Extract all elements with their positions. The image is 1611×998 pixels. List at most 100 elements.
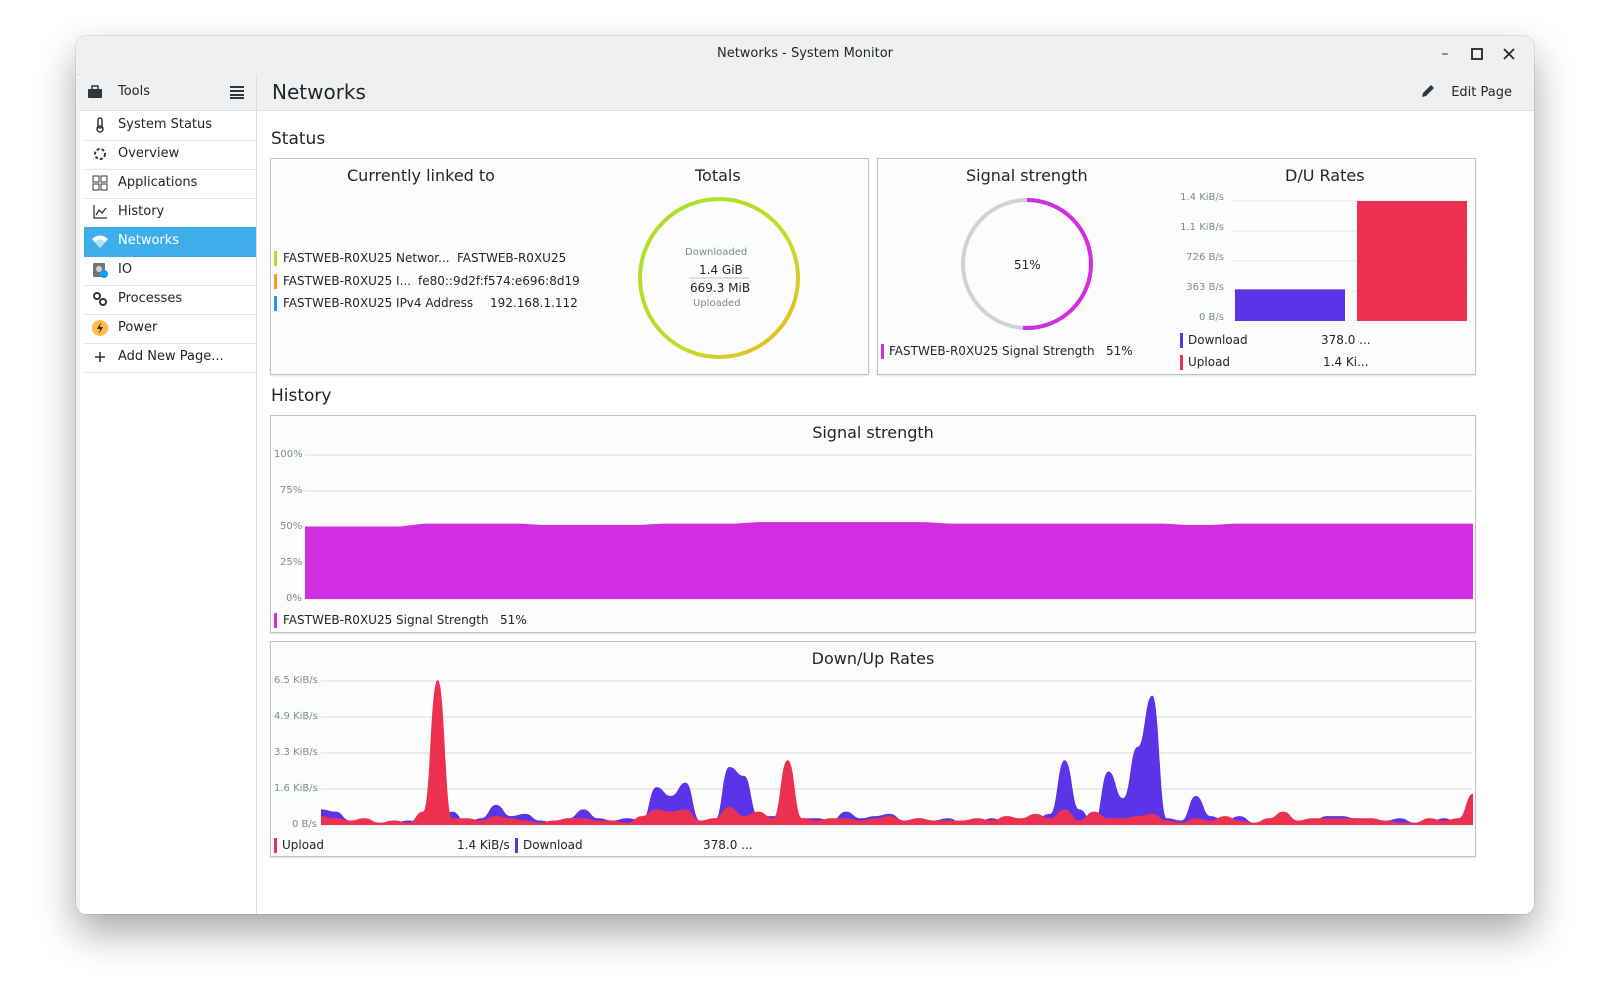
sidebar-item-add-new-page[interactable]: Add New Page...: [84, 343, 256, 373]
signal-series-area: [305, 522, 1473, 599]
thermometer-icon: [96, 117, 104, 133]
legend-swatch: [274, 274, 277, 289]
y-tick-label: 4.9 KiB/s: [274, 711, 318, 722]
titlebar: Networks - System Monitor –: [76, 36, 1534, 75]
y-tick-label: 25%: [280, 557, 303, 568]
rates-history-chart: [321, 680, 1473, 826]
du-upload-value: 1.4 Ki...: [1323, 355, 1369, 369]
sidebar-item-power[interactable]: Power: [84, 314, 256, 344]
sidebar-item-label: Applications: [118, 175, 198, 190]
gears-icon: [93, 292, 107, 306]
downloaded-label: Downloaded: [685, 247, 748, 258]
legend-swatch: [1180, 355, 1183, 370]
rates-download-label: Download: [523, 838, 583, 852]
bar-download: [1235, 289, 1345, 321]
y-tick-label: 3.3 KiB/s: [274, 747, 318, 758]
minimize-icon[interactable]: –: [1441, 46, 1449, 62]
hamburger-menu-icon[interactable]: [230, 86, 244, 99]
sidebar-item-label: IO: [118, 262, 133, 277]
rates-upload-label: Upload: [282, 838, 325, 852]
du-rates-bar-chart: [1232, 200, 1468, 321]
uploaded-label: Uploaded: [693, 298, 741, 309]
y-tick-label: 1.1 KiB/s: [1180, 222, 1224, 233]
signal-strength-title: Signal strength: [966, 166, 1088, 185]
totals-title: Totals: [695, 166, 741, 185]
page-header: Networks Edit Page: [257, 74, 1534, 111]
signal-history-chart: [305, 454, 1473, 600]
y-tick-label: 726 B/s: [1186, 252, 1224, 263]
sidebar-item-processes[interactable]: Processes: [84, 285, 256, 315]
close-icon[interactable]: [1500, 45, 1518, 63]
signal-gauge: [961, 198, 1093, 330]
app-window: Networks - System Monitor – Tools System…: [76, 36, 1534, 914]
legend-swatch: [1180, 333, 1183, 348]
disk-icon: [93, 263, 108, 278]
currently-linked-title: Currently linked to: [347, 166, 495, 185]
power-icon: [92, 320, 108, 336]
y-tick-label: 1.4 KiB/s: [1180, 192, 1224, 203]
linked-row-label: FASTWEB-R0XU25 I...: [283, 274, 412, 288]
status-section-title: Status: [271, 129, 326, 149]
y-tick-label: 1.6 KiB/s: [274, 783, 318, 794]
window-title: Networks - System Monitor: [716, 46, 894, 61]
history-rates-card: Down/Up Rates 6.5 KiB/s 4.9 KiB/s 3.3 Ki…: [270, 641, 1476, 857]
bar-upload: [1357, 201, 1467, 321]
y-tick-label: 0 B/s: [292, 819, 317, 830]
du-upload-label: Upload: [1188, 355, 1231, 369]
totals-ring: [638, 197, 800, 359]
history-section-title: History: [271, 386, 332, 406]
du-rates-title: D/U Rates: [1285, 166, 1365, 185]
edit-page-button[interactable]: Edit Page: [1451, 85, 1512, 100]
sidebar-item-label: System Status: [118, 117, 213, 132]
linked-row-value: fe80::9d2f:f574:e696:8d19: [418, 274, 580, 288]
signal-gauge-arc: [961, 198, 1093, 330]
sidebar-item-history[interactable]: History: [84, 198, 256, 228]
linked-row-label: FASTWEB-R0XU25 Networ...: [283, 251, 450, 265]
sidebar-item-system-status[interactable]: System Status: [84, 111, 256, 141]
history-signal-card: Signal strength 100% 75% 50% 25% 0% FAST…: [270, 415, 1476, 633]
rates-upload-value: 1.4 KiB/s: [457, 838, 510, 852]
y-tick-label: 0%: [286, 593, 302, 604]
du-download-value: 378.0 ...: [1321, 333, 1371, 347]
page-content: Status Currently linked to Totals FASTWE…: [257, 111, 1534, 914]
wifi-icon: [92, 235, 108, 248]
downloaded-value: 1.4 GiB: [699, 263, 743, 277]
sidebar-item-label: Overview: [118, 146, 180, 161]
legend-swatch: [274, 296, 277, 311]
sidebar-item-label: Processes: [118, 291, 183, 306]
sidebar-item-label: Add New Page...: [118, 349, 224, 364]
pencil-icon: [1422, 85, 1434, 97]
maximize-icon[interactable]: [1468, 45, 1486, 63]
y-tick-label: 6.5 KiB/s: [274, 675, 318, 686]
sidebar-header: Tools: [80, 74, 256, 111]
history-signal-legend-value: 51%: [500, 613, 527, 627]
du-download-label: Download: [1188, 333, 1248, 347]
y-tick-label: 100%: [274, 449, 303, 460]
sidebar: Tools System Status Overview Application…: [80, 74, 257, 914]
toolbox-icon: [88, 85, 102, 98]
legend-swatch: [515, 838, 518, 853]
legend-swatch: [274, 251, 277, 266]
sidebar-item-label: Networks: [118, 233, 180, 248]
y-tick-label: 363 B/s: [1186, 282, 1224, 293]
chart-icon: [93, 205, 107, 219]
sidebar-item-label: History: [118, 204, 165, 219]
history-rates-title: Down/Up Rates: [811, 649, 935, 668]
uploaded-value: 669.3 MiB: [690, 281, 751, 295]
history-signal-legend-label: FASTWEB-R0XU25 Signal Strength: [283, 613, 489, 627]
sidebar-item-applications[interactable]: Applications: [84, 169, 256, 199]
y-tick-label: 0 B/s: [1199, 312, 1224, 323]
y-tick-label: 75%: [280, 485, 303, 496]
linked-row-value: FASTWEB-R0XU25: [457, 251, 567, 265]
linked-row-label: FASTWEB-R0XU25 IPv4 Address: [283, 296, 474, 310]
page-title: Networks: [272, 80, 366, 104]
sidebar-item-overview[interactable]: Overview: [84, 140, 256, 170]
sidebar-item-io[interactable]: IO: [84, 256, 256, 286]
history-signal-title: Signal strength: [812, 423, 934, 442]
sidebar-header-label: Tools: [118, 84, 151, 99]
status-card-signal: Signal strength D/U Rates 51% FASTWEB-R0…: [877, 158, 1476, 375]
overview-icon: [94, 148, 106, 160]
sidebar-item-label: Power: [118, 320, 158, 335]
sidebar-item-networks[interactable]: Networks: [84, 227, 256, 257]
download-series-area: [321, 695, 1473, 825]
